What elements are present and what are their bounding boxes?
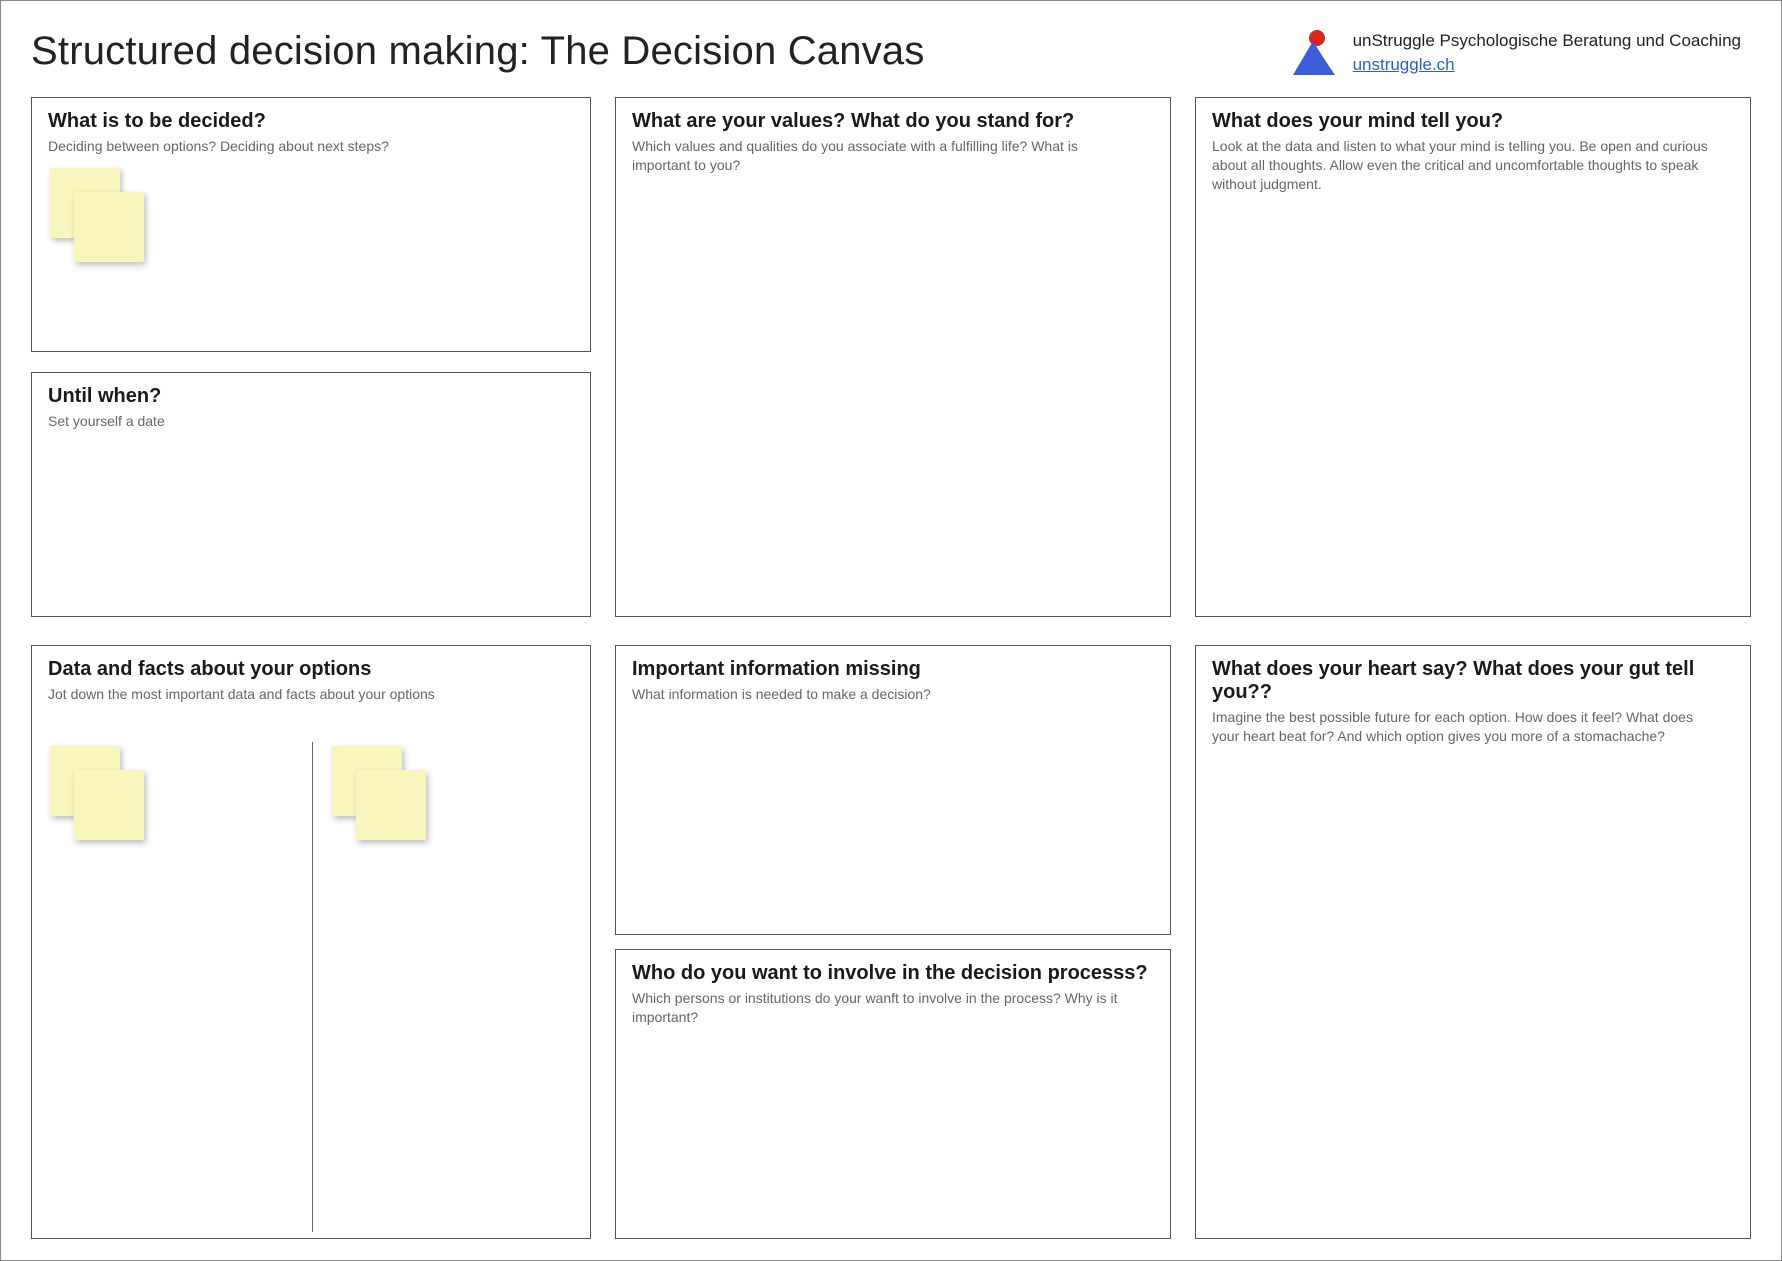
box-title: What are your values? What do you stand … bbox=[632, 110, 1154, 133]
box-subtitle: Which persons or institutions do your wa… bbox=[632, 989, 1128, 1027]
brand-logo-icon bbox=[1289, 29, 1339, 79]
box-subtitle: What information is needed to make a dec… bbox=[632, 685, 1128, 704]
sticky-note bbox=[74, 770, 144, 840]
box-involve[interactable]: Who do you want to involve in the decisi… bbox=[615, 949, 1171, 1239]
box-until[interactable]: Until when? Set yourself a date bbox=[31, 372, 591, 617]
box-title: Data and facts about your options bbox=[48, 658, 574, 681]
box-subtitle: Deciding between options? Deciding about… bbox=[48, 137, 548, 156]
brand-text: unStruggle Psychologische Beratung und C… bbox=[1353, 29, 1741, 77]
box-mind[interactable]: What does your mind tell you? Look at the… bbox=[1195, 97, 1751, 617]
box-values[interactable]: What are your values? What do you stand … bbox=[615, 97, 1171, 617]
box-heart[interactable]: What does your heart say? What does your… bbox=[1195, 645, 1751, 1239]
box-subtitle: Imagine the best possible future for eac… bbox=[1212, 708, 1708, 746]
box-title: Important information missing bbox=[632, 658, 1154, 681]
header: Structured decision making: The Decision… bbox=[31, 29, 1751, 79]
box-decide[interactable]: What is to be decided? Deciding between o… bbox=[31, 97, 591, 352]
sticky-notes-icon[interactable] bbox=[50, 746, 150, 846]
box-subtitle: Jot down the most important data and fac… bbox=[48, 685, 548, 704]
brand-block: unStruggle Psychologische Beratung und C… bbox=[1289, 29, 1751, 79]
brand-link[interactable]: unstruggle.ch bbox=[1353, 53, 1741, 77]
box-title: What does your mind tell you? bbox=[1212, 110, 1734, 133]
box-missing[interactable]: Important information missing What inform… bbox=[615, 645, 1171, 935]
sticky-note bbox=[74, 192, 144, 262]
box-title: Until when? bbox=[48, 385, 574, 408]
decision-canvas: Structured decision making: The Decision… bbox=[0, 0, 1782, 1261]
sticky-notes-icon[interactable] bbox=[332, 746, 432, 846]
box-title: What is to be decided? bbox=[48, 110, 574, 133]
column-divider bbox=[312, 742, 313, 1232]
box-subtitle: Set yourself a date bbox=[48, 412, 548, 431]
logo-triangle bbox=[1293, 41, 1335, 75]
box-title: Who do you want to involve in the decisi… bbox=[632, 962, 1154, 985]
sticky-notes-icon[interactable] bbox=[50, 168, 150, 268]
brand-name: unStruggle Psychologische Beratung und C… bbox=[1353, 29, 1741, 53]
page-title: Structured decision making: The Decision… bbox=[31, 29, 925, 74]
box-subtitle: Which values and qualities do you associ… bbox=[632, 137, 1128, 175]
sticky-note bbox=[356, 770, 426, 840]
canvas-grid: What is to be decided? Deciding between o… bbox=[31, 97, 1751, 1230]
box-title: What does your heart say? What does your… bbox=[1212, 658, 1734, 704]
logo-circle bbox=[1309, 30, 1325, 46]
box-data[interactable]: Data and facts about your options Jot dow… bbox=[31, 645, 591, 1239]
box-subtitle: Look at the data and listen to what your… bbox=[1212, 137, 1708, 194]
